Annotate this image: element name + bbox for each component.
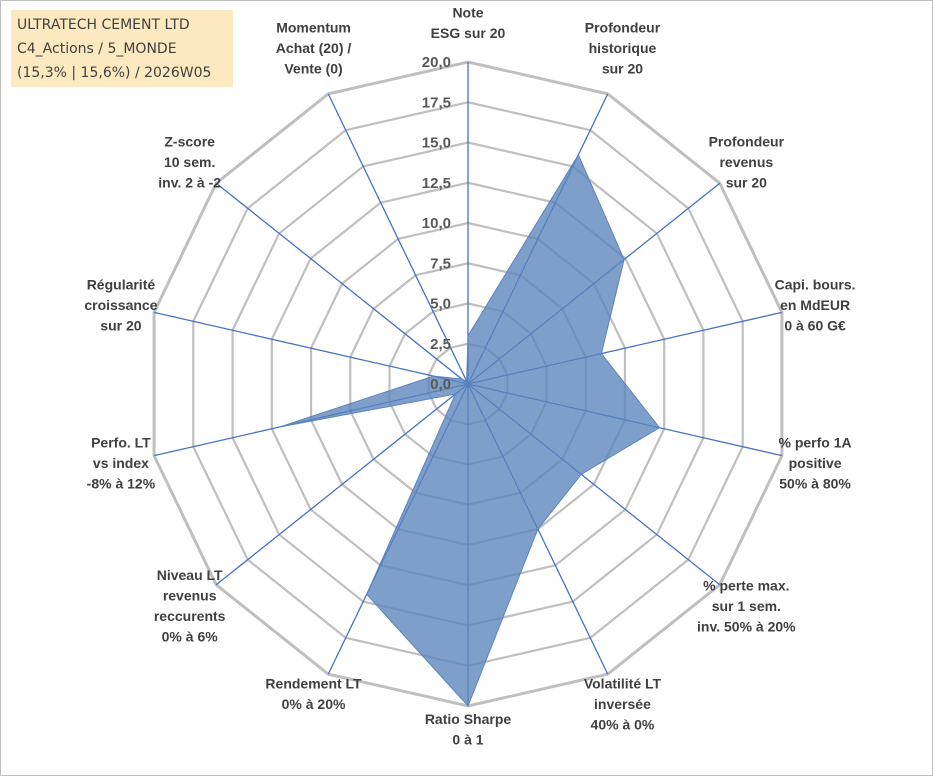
tick-label-6: 15,0 (422, 135, 451, 152)
info-category: C4_Actions / 5_MONDE (17, 41, 177, 57)
spoke-13 (327, 93, 469, 385)
category-label-9: Niveau LT revenus reccurents 0% à 6% (154, 567, 226, 645)
category-label-line: ESG sur 20 (431, 25, 506, 41)
category-label-line: 0% à 6% (162, 629, 219, 645)
category-label-line: sur 20 (100, 317, 141, 333)
tick-label-7: 17,5 (422, 94, 451, 111)
category-label-12: Z-score 10 sem. inv. 2 à -2 (158, 134, 221, 191)
radar-series (279, 153, 661, 707)
tick-label-5: 12,5 (422, 175, 451, 192)
category-label-line: 40% à 0% (591, 717, 655, 733)
category-label-line: sur 1 sem. (712, 598, 781, 614)
category-label-7: Ratio Sharpe 0 à 1 (425, 711, 512, 748)
category-label-1: Profondeur historique sur 20 (585, 19, 661, 76)
category-label-line: Volatilité LT (584, 676, 662, 692)
category-label-line: Profondeur (585, 19, 661, 35)
category-label-line: reccurents (154, 608, 226, 624)
category-label-line: Capi. bours. (775, 276, 856, 292)
tick-label-4: 10,0 (422, 215, 451, 232)
category-label-10: Perfo. LT vs index -8% à 12% (87, 435, 156, 492)
category-label-line: positive (789, 455, 842, 471)
category-label-2: Profondeur revenus sur 20 (709, 134, 785, 191)
spoke-9 (215, 383, 469, 586)
category-label-line: % perte max. (703, 577, 789, 593)
tick-label-0: 0,0 (430, 376, 451, 393)
category-label-line: revenus (719, 154, 773, 170)
category-label-line: sur 20 (726, 175, 767, 191)
category-labels: Note ESG sur 20 Profondeur historique sur 20… (84, 5, 855, 748)
category-label-line: Perfo. LT (91, 435, 151, 451)
category-label-line: 10 sem. (164, 154, 215, 170)
category-label-line: Achat (20) / (276, 40, 352, 56)
category-label-line: revenus (163, 588, 217, 604)
spoke-11 (153, 311, 469, 385)
category-label-6: Volatilité LT inversée 40% à 0% (584, 676, 662, 733)
category-label-line: -8% à 12% (87, 476, 156, 492)
category-label-line: 50% à 80% (779, 476, 851, 492)
category-label-line: vs index (93, 455, 149, 471)
category-label-line: en MdEUR (780, 297, 850, 313)
category-label-3: Capi. bours. en MdEUR 0 à 60 G€ (775, 276, 856, 333)
radial-tick-labels: 0,0 2,5 5,0 7,5 10,0 12,5 15,0 17,5 20,0 (422, 54, 451, 393)
category-label-line: Niveau LT (157, 567, 223, 583)
info-box: ULTRATECH CEMENT LTD C4_Actions / 5_MOND… (11, 10, 233, 87)
category-label-0: Note ESG sur 20 (431, 5, 506, 42)
tick-label-2: 5,0 (430, 296, 451, 313)
tick-label-8: 20,0 (422, 54, 451, 71)
category-label-11: Régularité croissance sur 20 (84, 276, 157, 333)
category-label-line: inv. 2 à -2 (158, 175, 221, 191)
category-label-line: inversée (594, 696, 651, 712)
category-label-line: historique (589, 40, 657, 56)
series-area-0 (279, 153, 661, 707)
category-label-line: 0% à 20% (282, 696, 346, 712)
category-label-line: sur 20 (602, 60, 643, 76)
category-label-line: Z-score (164, 134, 215, 150)
category-label-13: Momentum Achat (20) / Vente (0) (276, 19, 352, 76)
category-label-line: inv. 50% à 20% (697, 618, 796, 634)
category-label-line: Momentum (276, 19, 351, 35)
tick-label-1: 2,5 (430, 336, 451, 353)
category-label-line: 0 à 1 (452, 732, 483, 748)
category-label-4: % perfo 1A positive 50% à 80% (779, 435, 852, 492)
category-label-line: 0 à 60 G€ (784, 317, 846, 333)
category-label-line: Rendement LT (265, 676, 362, 692)
category-label-line: Régularité (87, 276, 156, 292)
category-label-5: % perte max. sur 1 sem. inv. 50% à 20% (697, 577, 796, 634)
category-label-line: Vente (0) (284, 60, 342, 76)
category-label-line: Note (452, 5, 483, 21)
spoke-12 (215, 182, 469, 385)
category-label-line: Ratio Sharpe (425, 711, 512, 727)
tick-label-3: 7,5 (430, 255, 451, 272)
category-label-8: Rendement LT 0% à 20% (265, 676, 362, 713)
info-stats: (15,3% | 15,6%) / 2026W05 (17, 65, 212, 81)
category-label-line: % perfo 1A (779, 435, 852, 451)
category-label-line: Profondeur (709, 134, 785, 150)
info-company-name: ULTRATECH CEMENT LTD (17, 17, 190, 33)
category-label-line: croissance (84, 297, 157, 313)
